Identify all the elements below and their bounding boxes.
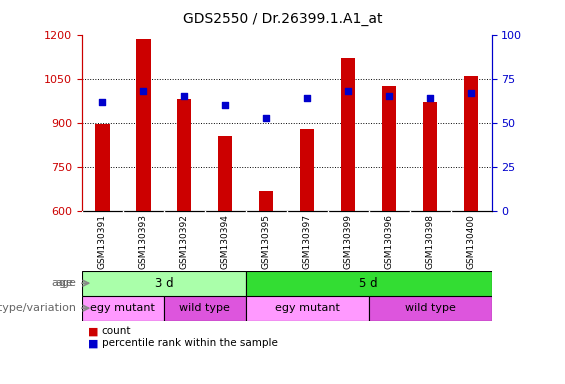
Bar <box>164 296 246 321</box>
Bar <box>246 271 492 296</box>
Point <box>385 93 394 99</box>
Text: wild type: wild type <box>179 303 231 313</box>
Bar <box>136 39 150 211</box>
Text: GSM130395: GSM130395 <box>262 214 271 269</box>
Bar <box>382 86 396 211</box>
Bar <box>82 296 164 321</box>
Text: age: age <box>52 278 76 288</box>
Text: egy mutant: egy mutant <box>90 303 155 313</box>
Bar <box>95 124 110 211</box>
Text: ■: ■ <box>88 338 98 349</box>
Point <box>262 114 271 121</box>
Text: GSM130398: GSM130398 <box>425 214 434 269</box>
Text: 3 d: 3 d <box>155 277 173 290</box>
Bar <box>464 76 478 211</box>
Text: GSM130394: GSM130394 <box>221 214 230 269</box>
Point <box>344 88 353 94</box>
Text: genotype/variation: genotype/variation <box>0 303 76 313</box>
Text: GSM130400: GSM130400 <box>467 214 476 269</box>
Text: GSM130396: GSM130396 <box>385 214 394 269</box>
Text: GSM130399: GSM130399 <box>344 214 353 269</box>
Point <box>180 93 189 99</box>
Bar <box>341 58 355 211</box>
Text: wild type: wild type <box>405 303 455 313</box>
Text: 5 d: 5 d <box>359 277 378 290</box>
Bar <box>423 102 437 211</box>
Bar <box>259 191 273 211</box>
Text: ■: ■ <box>88 326 98 336</box>
Point <box>467 90 476 96</box>
Text: count: count <box>102 326 131 336</box>
Bar <box>300 129 314 211</box>
Point <box>303 95 312 101</box>
Bar <box>177 99 192 211</box>
Bar <box>246 296 369 321</box>
Bar <box>82 271 246 296</box>
Text: age: age <box>55 278 76 288</box>
Text: GDS2550 / Dr.26399.1.A1_at: GDS2550 / Dr.26399.1.A1_at <box>182 12 383 25</box>
Text: egy mutant: egy mutant <box>275 303 340 313</box>
Text: GSM130397: GSM130397 <box>303 214 312 269</box>
Text: percentile rank within the sample: percentile rank within the sample <box>102 338 277 349</box>
Point <box>221 102 230 108</box>
Point <box>98 99 107 105</box>
Text: GSM130393: GSM130393 <box>139 214 148 269</box>
Point <box>425 95 434 101</box>
Text: GSM130392: GSM130392 <box>180 214 189 269</box>
Text: GSM130391: GSM130391 <box>98 214 107 269</box>
Point <box>139 88 148 94</box>
Bar <box>218 136 232 211</box>
Bar <box>369 296 492 321</box>
